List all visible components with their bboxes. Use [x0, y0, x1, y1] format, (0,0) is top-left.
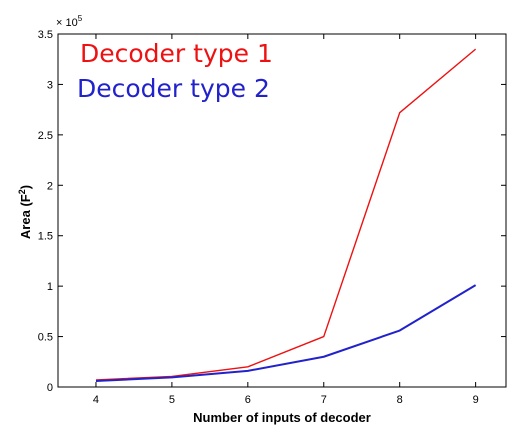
- x-tick-label: 8: [397, 394, 403, 406]
- y-tick-label: 3: [47, 79, 53, 91]
- legend-entry-type1: Decoder type 1: [80, 39, 273, 68]
- x-tick-label: 7: [321, 394, 327, 406]
- y-tick-label: 3.5: [38, 29, 53, 41]
- x-axis-title: Number of inputs of decoder: [193, 410, 371, 425]
- y-exponent: × 105: [56, 14, 83, 29]
- x-tick-label: 9: [473, 394, 479, 406]
- y-tick-label: 2.5: [38, 130, 53, 142]
- y-tick-label: 2: [47, 180, 53, 192]
- x-tick-label: 6: [245, 394, 251, 406]
- axis-ticks: 4 5 6 7 8 9 0 0.5 1 1.5 2 2.5 3 3.5: [38, 29, 506, 406]
- y-tick-label: 0: [47, 382, 53, 394]
- x-tick-label: 4: [93, 394, 99, 406]
- y-tick-label: 0.5: [38, 332, 53, 344]
- x-tick-label: 5: [169, 394, 175, 406]
- y-tick-label: 1.5: [38, 231, 53, 243]
- legend-entry-type2: Decoder type 2: [77, 74, 270, 103]
- y-tick-label: 1: [47, 281, 53, 293]
- y-axis-title-close: ): [18, 185, 33, 189]
- series-lines: [95, 48, 477, 382]
- y-exponent-base: × 10: [56, 17, 78, 29]
- y-axis-title-sup: 2: [17, 189, 27, 194]
- y-axis-title-main: Area (F: [18, 194, 33, 239]
- y-axis-title: Area (F2): [17, 185, 33, 239]
- y-exponent-power: 5: [78, 14, 83, 23]
- series-line-2: [95, 284, 477, 382]
- plot-area: [57, 33, 507, 388]
- series-line-1: [95, 48, 477, 381]
